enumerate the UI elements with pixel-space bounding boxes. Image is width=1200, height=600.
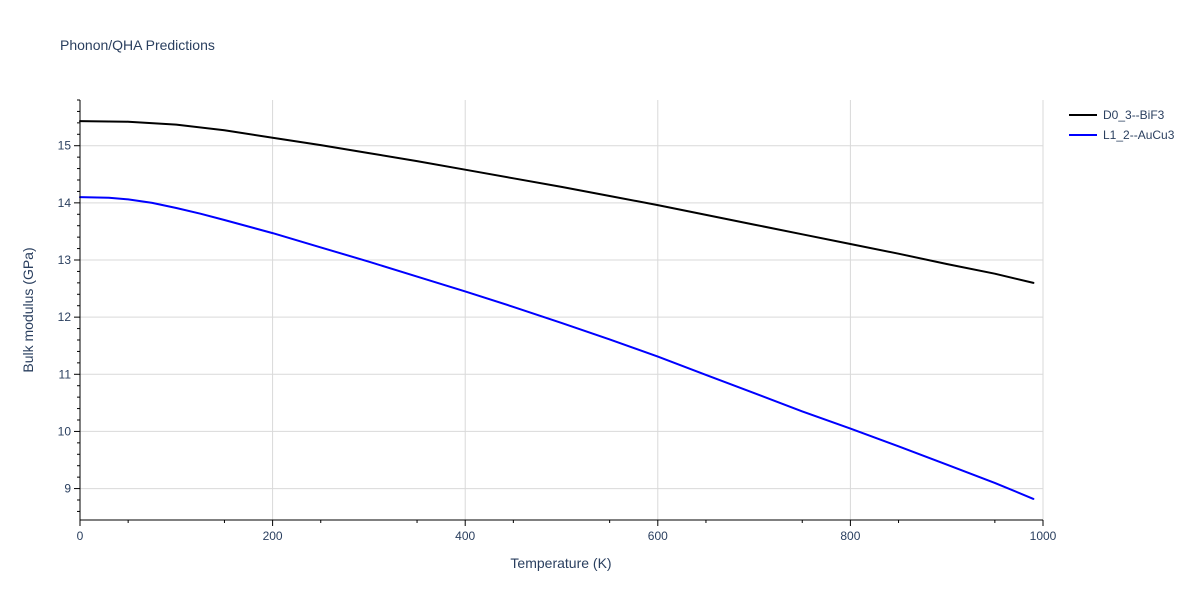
x-tick-label: 800 bbox=[840, 529, 860, 543]
series-line-1 bbox=[79, 120, 1035, 284]
y-tick-label: 11 bbox=[59, 367, 72, 381]
series-line-2 bbox=[79, 196, 1035, 500]
legend-label: L1_2--AuCu3 bbox=[1103, 128, 1175, 142]
y-ticks: 9 10 11 12 13 14 15 bbox=[58, 99, 80, 512]
legend-item-1[interactable]: D0_3--BiF3 bbox=[1069, 108, 1165, 122]
x-ticks: 0 200 400 600 800 1000 bbox=[77, 520, 1057, 543]
x-tick-label: 1000 bbox=[1030, 529, 1057, 543]
x-tick-label: 400 bbox=[455, 529, 475, 543]
y-tick-label: 15 bbox=[58, 139, 72, 153]
legend-item-2[interactable]: L1_2--AuCu3 bbox=[1069, 128, 1175, 142]
x-tick-label: 0 bbox=[77, 529, 84, 543]
axes bbox=[79, 100, 1043, 521]
grid-lines bbox=[80, 100, 1044, 520]
series-lines bbox=[79, 120, 1035, 500]
y-tick-label: 13 bbox=[58, 253, 72, 267]
x-tick-label: 200 bbox=[263, 529, 283, 543]
y-tick-label: 10 bbox=[58, 424, 72, 438]
x-axis-title: Temperature (K) bbox=[510, 555, 611, 571]
legend[interactable]: D0_3--BiF3 L1_2--AuCu3 bbox=[1069, 108, 1175, 142]
legend-label: D0_3--BiF3 bbox=[1103, 108, 1165, 122]
x-tick-label: 600 bbox=[648, 529, 668, 543]
y-axis-title: Bulk modulus (GPa) bbox=[20, 247, 36, 372]
y-tick-label: 14 bbox=[58, 196, 72, 210]
chart-title: Phonon/QHA Predictions bbox=[60, 37, 215, 53]
y-tick-label: 9 bbox=[64, 482, 71, 496]
y-tick-label: 12 bbox=[58, 310, 72, 324]
